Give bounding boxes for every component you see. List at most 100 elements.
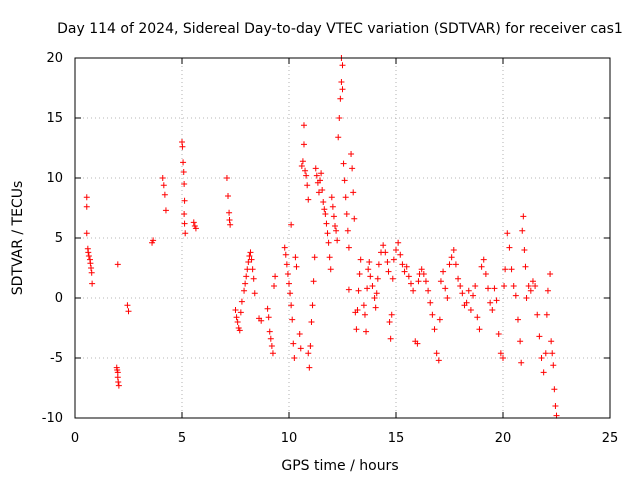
data-point [361,311,368,318]
data-point [180,159,187,166]
data-point [538,355,545,361]
data-point [360,302,367,309]
data-point [322,211,329,217]
data-point [265,314,272,321]
data-point [527,287,534,294]
data-point [161,191,168,198]
data-point [323,220,330,227]
data-point [300,141,307,148]
data-point [345,244,352,251]
data-point [290,340,297,347]
data-point [384,259,391,265]
data-point [242,280,249,287]
data-point [297,345,304,352]
data-point [367,273,374,280]
data-point [83,203,90,210]
data-point [431,326,438,333]
data-point [258,317,265,324]
data-point [521,247,528,253]
data-point [283,261,290,268]
data-point [450,247,457,253]
data-point [422,278,429,285]
data-point [357,256,364,263]
data-point [247,249,254,256]
data-point [504,230,511,237]
data-point [519,227,526,234]
data-point [380,242,387,249]
data-point [340,160,347,167]
data-point [415,278,422,285]
data-point [465,287,472,294]
data-point [334,237,341,244]
data-point [500,355,506,361]
data-point [349,165,356,172]
data-point [373,290,380,297]
data-point [525,283,532,289]
data-point [363,328,370,335]
data-point [518,359,525,366]
data-point [223,175,230,181]
data-point [192,225,199,232]
data-point [448,254,455,261]
data-point [307,343,314,349]
data-point [287,290,294,297]
data-point [249,266,256,273]
data-point [264,305,271,312]
data-point [395,239,402,246]
data-point [493,297,500,304]
x-tick-label: 20 [495,431,512,446]
y-tick-label: 20 [46,51,63,66]
data-point [332,223,339,229]
data-point [393,247,399,253]
data-point [227,221,234,228]
x-tick-label: 25 [602,431,619,446]
data-point [315,189,322,196]
data-point [282,251,289,258]
data-point [241,287,248,294]
data-point [267,335,274,342]
data-point [482,271,489,277]
data-point [302,167,309,174]
data-point [268,343,275,349]
data-point [299,158,306,165]
data-points [83,55,560,419]
x-axis-ticks: 0 5 10 15 20 25 [71,58,618,446]
data-point [338,79,345,85]
data-point [326,254,333,261]
data-point [501,283,508,289]
data-point [234,319,241,325]
data-point [418,266,425,273]
data-point [233,314,240,321]
data-point [354,307,361,313]
data-point [311,254,318,261]
data-point [369,283,376,289]
data-point [512,292,519,299]
data-point [478,263,485,270]
data-point [238,298,245,305]
data-point [506,244,513,251]
data-point [327,266,334,273]
data-point [365,266,372,273]
data-point [476,326,483,333]
data-point [410,287,417,294]
data-point [181,197,188,204]
data-point [337,95,344,102]
data-point [339,62,346,69]
data-point [333,227,340,234]
data-point [552,403,559,409]
data-point [517,338,524,345]
data-point [115,382,122,389]
data-point [180,169,187,175]
data-point [534,311,541,318]
data-point [540,369,547,376]
data-point [407,280,414,287]
y-tick-label: -10 [42,411,63,426]
data-point [508,266,515,273]
data-point [288,302,295,309]
data-point [390,256,397,263]
data-point [420,271,427,277]
data-point [232,307,239,313]
data-point [89,280,96,287]
data-point [305,196,312,203]
